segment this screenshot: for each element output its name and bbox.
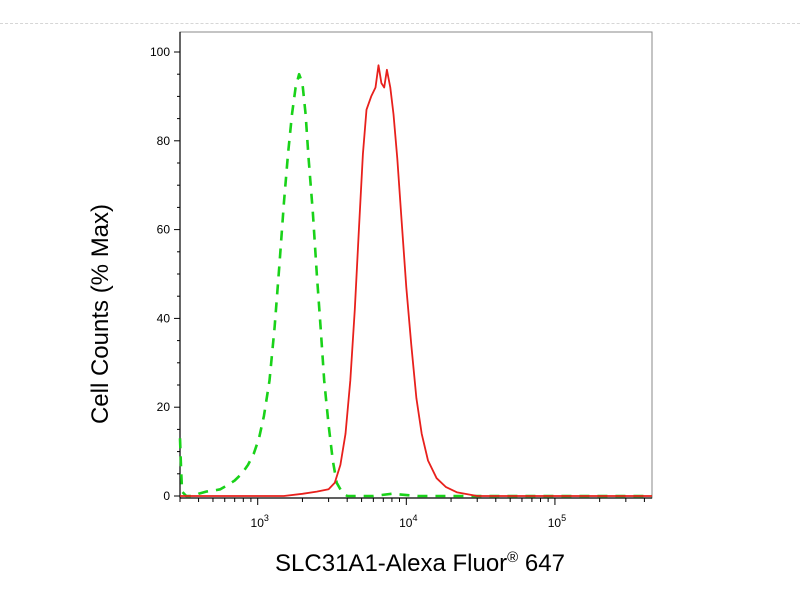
y-tick-label: 80 xyxy=(157,134,171,148)
x-tick-label: 104 xyxy=(399,513,417,530)
plot-frame xyxy=(179,31,653,499)
x-tick-base: 10 xyxy=(251,516,265,530)
x-tick-exponent: 3 xyxy=(264,513,269,523)
x-axis-label: SLC31A1-Alexa Fluor® 647 xyxy=(275,549,565,577)
x-tick-label: 103 xyxy=(251,513,269,530)
top-dashed-rule xyxy=(0,23,800,24)
x-axis-label-main: SLC31A1-Alexa Fluor xyxy=(275,550,507,577)
y-tick-label: 20 xyxy=(157,400,171,414)
y-tick-label: 0 xyxy=(163,489,170,503)
series-layer xyxy=(178,64,652,498)
x-tick-exponent: 4 xyxy=(412,513,417,523)
y-tick-label: 40 xyxy=(157,311,171,325)
x-tick-base: 10 xyxy=(399,516,413,530)
series-line-1 xyxy=(178,72,652,498)
x-axis-label-registered-mark: ® xyxy=(507,549,518,566)
x-axis-label-tail: 647 xyxy=(518,550,565,577)
x-tick-exponent: 5 xyxy=(561,513,566,523)
plot-area xyxy=(179,31,653,499)
x-tick-base: 10 xyxy=(548,516,562,530)
series-line-2 xyxy=(180,64,652,497)
x-tick-label: 105 xyxy=(548,513,566,530)
y-axis-label: Cell Counts (% Max) xyxy=(87,204,114,424)
y-tick-label: 100 xyxy=(150,45,170,59)
y-tick-label: 60 xyxy=(157,223,171,237)
